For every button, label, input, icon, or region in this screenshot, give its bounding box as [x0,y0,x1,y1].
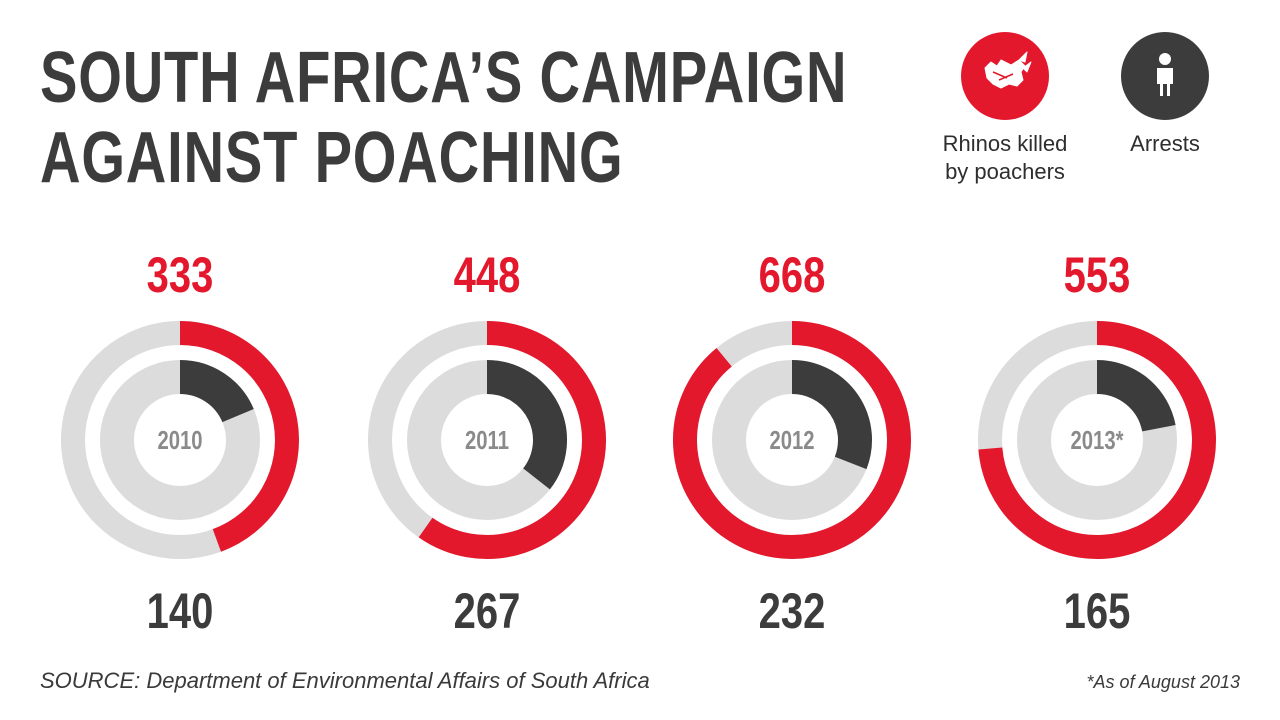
arrest-value-label: 165 [1064,583,1131,639]
donut-group-2010: 2010 333 140 [61,247,299,639]
title-line-1: SOUTH AFRICA’S CAMPAIGN [40,38,848,118]
year-label: 2011 [465,426,509,455]
donut-group-2013: 2013* 553 165 [978,247,1216,639]
rhino-icon [961,32,1049,120]
rhino-arc [418,321,606,559]
legend-item-rhinos: Rhinos killed by poachers [925,32,1085,186]
arrest-value-label: 232 [759,583,826,639]
legend-label-rhinos: Rhinos killed by poachers [925,130,1085,186]
arrest-arc [791,360,872,470]
rhino-arc [978,321,1216,559]
arrest-value-label: 267 [454,583,521,639]
year-label: 2010 [157,426,202,455]
year-label: 2012 [769,426,814,455]
chart-title: SOUTH AFRICA’S CAMPAIGN AGAINST POACHING [40,38,847,198]
arrest-arc [179,360,254,423]
year-label: 2013* [1071,426,1125,455]
donut-group-2011: 2011 448 267 [368,247,606,639]
legend-item-arrests: Arrests [1115,32,1215,158]
rhino-value-label: 333 [147,247,214,303]
footnote: *As of August 2013 [1086,672,1240,692]
title-line-2: AGAINST POACHING [40,118,624,198]
arrest-value-label: 140 [147,583,214,639]
source-note: SOURCE: Department of Environmental Affa… [40,668,650,693]
rhino-arc [673,321,911,559]
rhino-arc [179,321,299,552]
arrest-arc [1096,360,1176,433]
legend-label-rhinos-line-1: Rhinos killed [942,131,1068,156]
radial-chart: 2010 333 140 2011 448 267 2012 668 232 2013* 553 16… [61,247,1216,639]
legend-label-rhinos-line-2: by poachers [945,159,1065,184]
donut-group-2012: 2012 668 232 [673,247,911,639]
person-icon [1121,32,1209,120]
arrest-arc [486,360,567,490]
legend-label-arrests: Arrests [1130,131,1200,156]
rhino-value-label: 553 [1064,247,1131,303]
rhino-value-label: 448 [454,247,521,303]
rhino-value-label: 668 [759,247,826,303]
